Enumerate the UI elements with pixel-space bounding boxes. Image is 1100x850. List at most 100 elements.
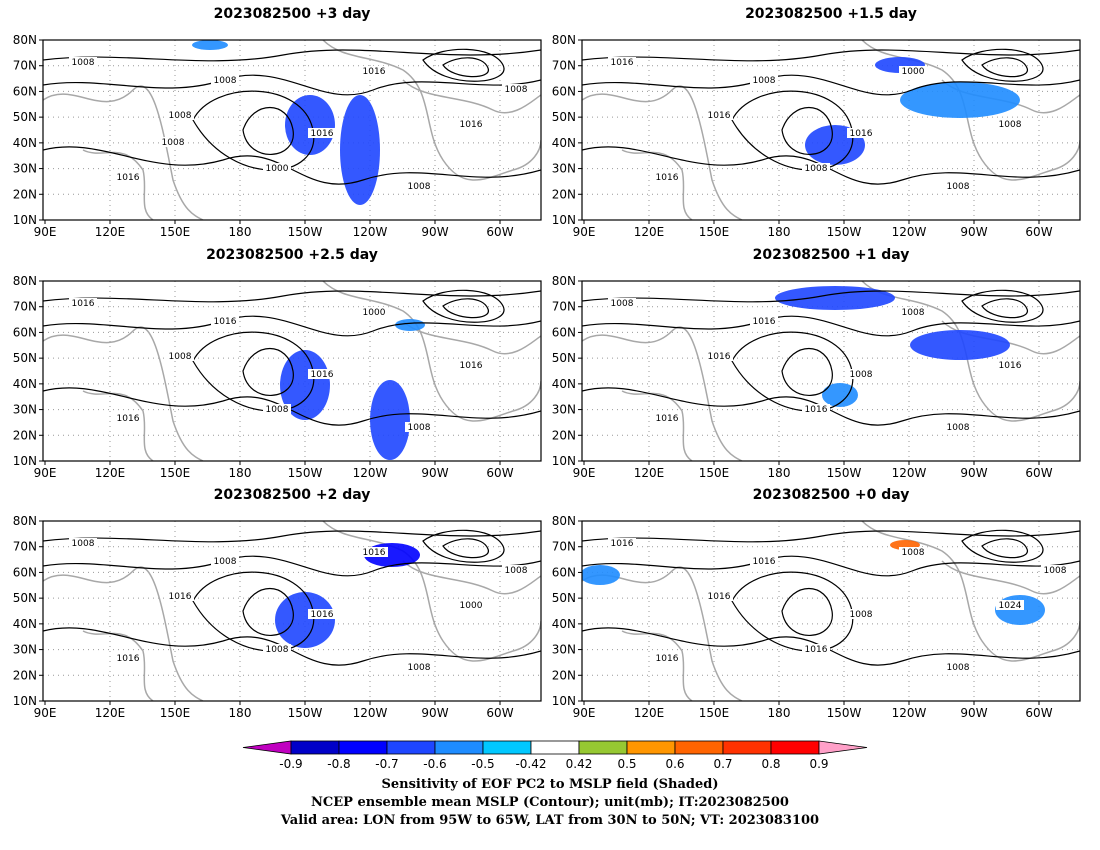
contour-label: 1016 [805,645,828,655]
contour-label: 1016 [311,610,334,620]
map-frame [42,39,542,221]
footer-line-3: Valid area: LON from 95W to 65W, LAT fro… [280,813,820,828]
contour-label: 1016 [708,352,731,362]
isobar-contour [731,571,854,652]
coastline [82,630,154,701]
contour-label-bg [996,119,1024,129]
colorbar-tick-label: 0.42 [566,757,593,771]
lat-label: 60N [13,84,37,98]
map-panel-p25: 1016 1008 1008 1000 1016 1016 1016 1016 1008 80N 7… [13,275,542,480]
lat-label: 70N [13,59,37,73]
contour-label: 1008 [169,111,192,121]
lat-label: 10N [13,454,37,468]
contour-label-bg [653,172,681,182]
contour-label-bg [847,369,875,379]
contour-label-bg [308,369,336,379]
lon-label: 150W [827,706,862,720]
isobar-contour [961,289,1044,323]
lat-label: 20N [13,668,37,682]
lon-label: 120E [95,466,126,480]
lon-label: 60W [1025,466,1052,480]
colorbar-tick-label: 0.9 [809,757,828,771]
contour-label: 1016 [169,592,192,602]
lon-label: 150E [699,225,730,239]
contour-label: 1016 [850,129,873,139]
lat-label: 40N [13,617,37,631]
contour-label: 1016 [363,67,386,77]
isobar-contour [43,315,541,337]
contour-label-bg [705,351,733,361]
colorbar-segment [626,740,676,755]
lat-label: 30N [13,162,37,176]
lon-label: 90W [421,225,448,239]
colorbar-tick-label: -0.6 [423,757,446,771]
colorbar-tick-label: -0.5 [471,757,494,771]
lat-label: 50N [552,591,576,605]
contour-label: 1016 [708,111,731,121]
lat-label: 80N [13,34,37,47]
contour-label: 1008 [214,557,237,567]
coastline [82,390,154,461]
lon-label: 150E [699,706,730,720]
lat-label: 60N [552,325,576,339]
map-panel-p2: 1008 1016 1008 1016 1000 1016 1008 1016 1008 1008… [13,515,542,720]
lat-label: 50N [13,110,37,124]
contour-label: 1008 [850,370,873,380]
isobar-contour [242,347,294,396]
lon-label: 150E [160,706,191,720]
panel-title-p2: 2023082500 +2 day [213,487,371,503]
isobar-contour [582,49,1080,62]
lon-label: 90E [573,706,596,720]
colorbar: -0.9 -0.8 -0.7 -0.6 -0.5 -0.42 0.42 0.5 0.6 0.7 0.… [242,740,868,771]
isobar-contour [981,538,1028,559]
contour-label-bg [944,181,972,191]
contour-label-bg [457,119,485,129]
sensitivity-shading [192,40,228,50]
contour-label-bg [263,404,291,414]
lat-label: 20N [13,187,37,201]
contour-label: 1016 [611,539,634,549]
lon-label: 90W [960,706,987,720]
isobar-contour [422,529,505,563]
map-frame [42,520,542,702]
contour-label: 1016 [753,317,776,327]
contour-label-bg [944,422,972,432]
lon-label: 150W [288,706,323,720]
isobar-contour [961,48,1044,82]
isobar-contour [43,74,541,96]
contour-label: 1016 [117,414,140,424]
panel-title-p3: 2023082500 +3 day [213,6,371,22]
map-frame [581,280,1081,462]
colorbar-tick-label: 0.6 [665,757,684,771]
sensitivity-shading [822,383,858,407]
lat-label: 70N [552,59,576,73]
map-panel-p1: 1008 1016 1016 1008 1016 1016 1016 1008 1008 80N 7… [552,275,1081,480]
colorbar-tick-label: 0.8 [761,757,780,771]
colorbar-segment [674,740,724,755]
lat-label: 50N [552,351,576,365]
isobar-contour [582,290,1080,303]
panel-title-p0: 2023082500 +0 day [752,487,910,503]
isobar-contour [422,48,505,82]
contour-label-bg [69,298,97,308]
colorbar-segment [434,740,484,755]
contour-label-bg [899,547,927,557]
footer-line-1: Sensitivity of EOF PC2 to MSLP field (Sh… [381,777,719,792]
isobar-contour [582,315,1080,337]
colorbar-tick-label: -0.8 [327,757,350,771]
contour-label: 1008 [902,548,925,558]
contour-label-bg [159,137,187,147]
contour-label-bg [802,644,830,654]
contour-label-bg [360,547,388,557]
contour-label-bg [211,556,239,566]
contour-label-bg [502,565,530,575]
lon-label: 90E [573,466,596,480]
contour-label: 1008 [753,76,776,86]
isobar-contour [422,289,505,323]
lon-label: 60W [486,466,513,480]
lon-label: 90W [960,466,987,480]
isobar-contour [981,298,1028,319]
contour-label-bg [360,66,388,76]
contour-label: 1008 [947,663,970,673]
lon-label: 120W [353,466,388,480]
